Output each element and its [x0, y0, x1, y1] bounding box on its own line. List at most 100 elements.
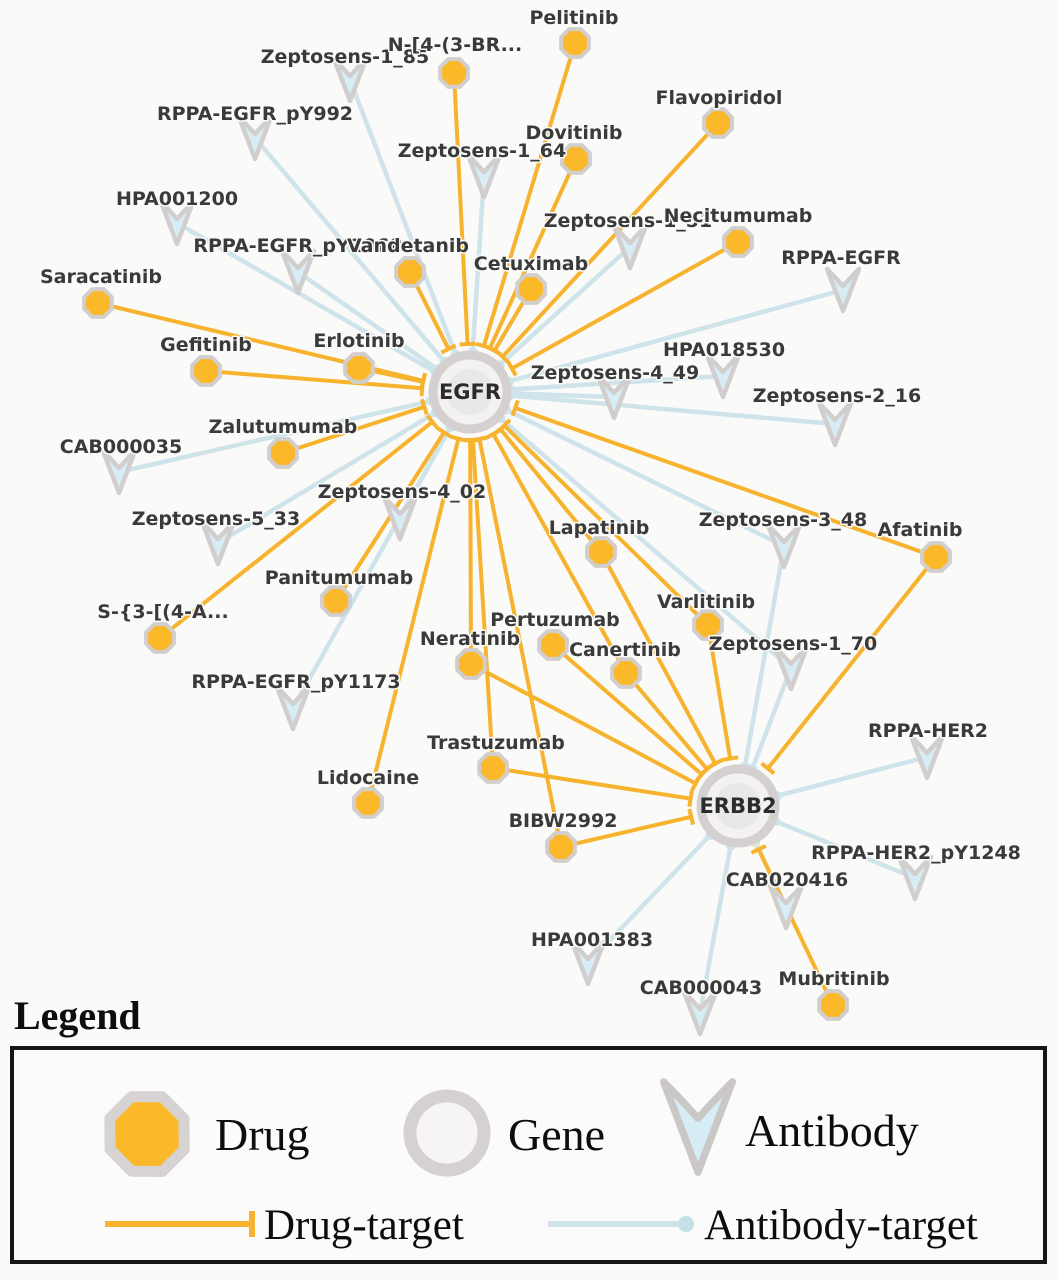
antibody-chevron-icon — [681, 989, 719, 1037]
drug-target-edge — [624, 671, 709, 771]
gene-inner-circle — [715, 783, 761, 829]
antibody-target-edge — [347, 79, 458, 356]
antibody-node — [611, 223, 649, 271]
antibody-label: RPPA-EGFR_pY992 — [157, 103, 353, 125]
drug-target-tee-endpoint — [436, 426, 452, 439]
gene-node: ERBB2 — [696, 764, 780, 848]
legend-antibody-label: Antibody — [745, 1105, 919, 1156]
drug-node — [438, 57, 470, 89]
antibody-chevron-icon — [772, 644, 810, 692]
antibody-chevron-icon — [100, 448, 138, 496]
antibody-chevron-icon — [611, 223, 649, 271]
legend-box: Drug Gene Antibody Drug-target Antibody-… — [10, 1046, 1047, 1264]
antibody-node — [199, 519, 237, 567]
drug-target-edge — [452, 72, 470, 345]
antibody-node — [765, 522, 803, 570]
gene-label: EGFR — [439, 380, 501, 404]
drug-target-tee-endpoint — [690, 775, 702, 792]
drug-target-tee-endpoint — [471, 435, 488, 443]
drug-target-tee-endpoint — [721, 755, 739, 762]
drug-octagon-icon — [817, 989, 849, 1021]
drug-label: Flavopiridol — [656, 87, 783, 109]
drug-octagon-icon — [343, 352, 375, 384]
antibody-target-edge — [509, 393, 836, 427]
antibody-label: RPPA-HER2 — [868, 720, 988, 742]
antibody-chevron-icon — [908, 733, 946, 781]
drug-label: Pelitinib — [529, 7, 618, 29]
antibody-chevron-icon — [595, 373, 633, 421]
drug-target-edge — [599, 551, 717, 765]
drug-target-tee-endpoint — [699, 762, 715, 776]
drug-target-edge — [501, 121, 720, 359]
antibody-chevron-icon — [465, 152, 503, 200]
drug-octagon-icon — [920, 541, 952, 573]
antibody-chevron-icon — [381, 494, 419, 542]
drug-octagon-icon — [82, 287, 114, 319]
legend-antibody-target-label: Antibody-target — [704, 1202, 978, 1249]
antibody-node — [767, 883, 805, 931]
drug-target-tee-endpoint — [440, 343, 457, 355]
drug-octagon-icon — [537, 629, 569, 661]
legend-drug-target-label: Drug-target — [264, 1202, 464, 1249]
antibody-label: RPPA-EGFR_pY1068 — [193, 235, 402, 257]
drug-target-tee-endpoint — [750, 844, 767, 855]
drug-target-tee-endpoint — [687, 790, 694, 807]
antibody-node — [816, 400, 854, 448]
antibody-target-edge — [296, 270, 439, 371]
drug-target-edge — [470, 439, 495, 769]
antibody-target-dot-icon — [678, 1216, 694, 1232]
antibody-target-edge — [509, 373, 724, 392]
drug-label: Lapatinib — [549, 517, 650, 539]
drug-target-edge — [205, 369, 423, 391]
antibody-node — [704, 352, 742, 400]
antibody-chevron-icon — [824, 266, 862, 314]
drug-octagon-icon — [477, 752, 509, 784]
drug-node — [190, 355, 222, 387]
drug-target-edge — [514, 406, 937, 559]
antibody-node — [465, 152, 503, 200]
drug-octagon-icon — [545, 831, 577, 863]
antibody-chevron-icon — [279, 248, 317, 296]
drug-edges-layer — [97, 42, 938, 1006]
gene-label: ERBB2 — [699, 794, 776, 818]
antibody-node — [824, 266, 862, 314]
antibody-label: RPPA-EGFR_pY1173 — [191, 671, 400, 693]
antibody-label: HPA001200 — [116, 188, 238, 210]
labels-layer: Zeptosens-1_85 RPPA-EGFR_pY992 HPA001200 RP… — [38, 6, 1022, 1001]
antibody-label: CAB000043 — [640, 977, 762, 999]
antibody-label: Zeptosens-4_02 — [318, 481, 486, 503]
antibody-target-edge — [509, 391, 615, 400]
drug-label: Panitumumab — [265, 567, 413, 589]
drug-label: Zalutumumab — [209, 416, 358, 438]
drug-target-tee-endpoint — [497, 418, 512, 433]
antibody-target-edge — [498, 245, 632, 367]
antibody-chevron-icon — [816, 400, 854, 448]
drug-label: Neratinib — [420, 628, 520, 650]
antibody-target-edge — [776, 754, 928, 799]
drug-node — [817, 989, 849, 1021]
drug-label: Mubritinib — [778, 968, 889, 990]
drug-node — [343, 352, 375, 384]
drug-octagon-icon — [144, 622, 176, 654]
antibody-chevron-icon — [199, 519, 237, 567]
drug-octagon-icon — [455, 648, 487, 680]
legend-drug-label: Drug — [215, 1109, 310, 1160]
antibody-target-edge — [470, 175, 487, 353]
drug-label: Saracatinib — [40, 266, 162, 288]
drug-octagon-icon — [190, 355, 222, 387]
drug-label: Gefitinib — [160, 334, 252, 356]
drug-target-edge — [470, 662, 697, 786]
drug-octagon-icon — [610, 657, 642, 689]
drug-label: Canertinib — [569, 639, 681, 661]
antibody-label: RPPA-EGFR — [781, 247, 901, 269]
antibody-node — [908, 733, 946, 781]
drug-target-tee-endpoint — [459, 341, 476, 347]
drug-octagon-icon — [692, 609, 724, 641]
antibody-label: Zeptosens-4_49 — [531, 362, 699, 384]
drug-node — [559, 27, 591, 59]
drug-octagon-icon — [438, 57, 470, 89]
nodes-layer — [82, 27, 952, 1037]
antibody-target-edge — [175, 221, 437, 374]
drug-label: Cetuximab — [474, 253, 588, 275]
